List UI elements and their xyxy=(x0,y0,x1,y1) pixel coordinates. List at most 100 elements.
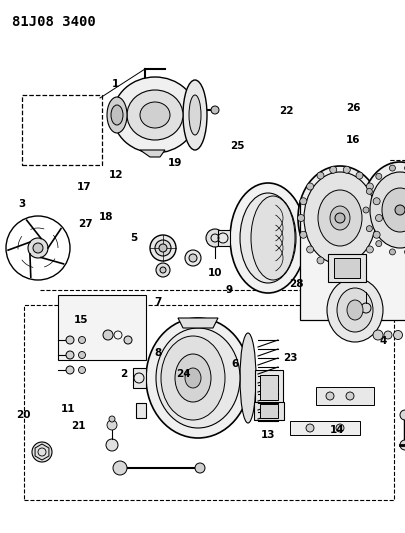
Text: 18: 18 xyxy=(99,213,113,222)
Circle shape xyxy=(194,463,205,473)
Ellipse shape xyxy=(239,193,295,283)
Circle shape xyxy=(355,172,362,179)
Circle shape xyxy=(342,263,350,270)
Ellipse shape xyxy=(361,162,405,258)
Ellipse shape xyxy=(329,206,349,230)
Circle shape xyxy=(107,420,117,430)
Circle shape xyxy=(306,183,313,190)
Circle shape xyxy=(149,235,175,261)
Circle shape xyxy=(106,439,118,451)
Ellipse shape xyxy=(113,77,196,153)
Circle shape xyxy=(403,249,405,255)
Circle shape xyxy=(372,198,379,205)
Text: 24: 24 xyxy=(176,369,190,379)
Circle shape xyxy=(372,330,382,340)
Text: 3: 3 xyxy=(19,199,26,208)
Text: 4: 4 xyxy=(379,336,386,346)
Ellipse shape xyxy=(250,196,294,280)
Ellipse shape xyxy=(175,354,211,402)
Circle shape xyxy=(345,392,353,400)
Circle shape xyxy=(109,416,115,422)
Circle shape xyxy=(329,263,336,270)
Ellipse shape xyxy=(369,172,405,248)
Text: 6: 6 xyxy=(231,359,239,368)
Ellipse shape xyxy=(381,188,405,232)
Circle shape xyxy=(375,214,382,222)
Circle shape xyxy=(388,249,394,255)
Text: 20: 20 xyxy=(16,410,31,419)
Ellipse shape xyxy=(146,318,249,438)
Circle shape xyxy=(365,225,371,232)
Text: 1: 1 xyxy=(112,79,119,89)
Circle shape xyxy=(159,244,166,252)
Circle shape xyxy=(375,240,381,247)
Ellipse shape xyxy=(156,328,239,428)
Text: 9: 9 xyxy=(225,286,232,295)
Circle shape xyxy=(66,336,74,344)
Polygon shape xyxy=(136,403,146,418)
Text: 25: 25 xyxy=(230,141,244,150)
Text: 14: 14 xyxy=(329,425,343,435)
Circle shape xyxy=(375,173,381,180)
Circle shape xyxy=(124,336,132,344)
Polygon shape xyxy=(217,230,230,246)
Text: 81J08 3400: 81J08 3400 xyxy=(12,15,96,29)
Bar xyxy=(333,258,359,278)
Circle shape xyxy=(316,257,323,264)
Text: 5: 5 xyxy=(130,233,137,243)
Bar xyxy=(259,375,277,400)
Circle shape xyxy=(211,106,218,114)
Circle shape xyxy=(342,166,350,173)
Circle shape xyxy=(156,263,170,277)
Bar xyxy=(289,421,359,435)
Polygon shape xyxy=(177,318,217,328)
Circle shape xyxy=(205,229,224,247)
Circle shape xyxy=(365,246,373,253)
Circle shape xyxy=(388,165,394,171)
Text: 19: 19 xyxy=(167,158,181,167)
Circle shape xyxy=(113,461,127,475)
Circle shape xyxy=(305,424,313,432)
Circle shape xyxy=(185,250,200,266)
Ellipse shape xyxy=(336,288,372,332)
Circle shape xyxy=(334,213,344,223)
Text: 12: 12 xyxy=(108,170,123,180)
Circle shape xyxy=(78,351,85,359)
Text: 28: 28 xyxy=(288,279,303,288)
Text: 23: 23 xyxy=(282,353,297,363)
Bar xyxy=(24,305,393,500)
Circle shape xyxy=(28,238,48,258)
Circle shape xyxy=(383,331,391,339)
Text: 27: 27 xyxy=(78,219,92,229)
Ellipse shape xyxy=(111,105,123,125)
Circle shape xyxy=(394,205,404,215)
Circle shape xyxy=(362,207,368,213)
Circle shape xyxy=(103,330,113,340)
Ellipse shape xyxy=(161,336,224,420)
Circle shape xyxy=(325,392,333,400)
Text: 8: 8 xyxy=(154,349,162,358)
Circle shape xyxy=(316,172,323,179)
Ellipse shape xyxy=(303,172,375,264)
Bar xyxy=(299,200,405,320)
Circle shape xyxy=(399,440,405,450)
Text: 21: 21 xyxy=(71,422,85,431)
Ellipse shape xyxy=(140,102,170,128)
Circle shape xyxy=(403,165,405,171)
Ellipse shape xyxy=(230,183,305,293)
Ellipse shape xyxy=(185,368,200,388)
Circle shape xyxy=(335,424,343,432)
Ellipse shape xyxy=(127,90,183,140)
Ellipse shape xyxy=(297,166,381,270)
Circle shape xyxy=(78,336,85,343)
Ellipse shape xyxy=(346,300,362,320)
Circle shape xyxy=(399,410,405,420)
Bar xyxy=(58,295,146,360)
Text: 26: 26 xyxy=(345,103,360,112)
Text: 22: 22 xyxy=(278,106,293,116)
Bar xyxy=(254,370,282,405)
Circle shape xyxy=(299,231,306,238)
Circle shape xyxy=(360,303,370,313)
Text: 11: 11 xyxy=(61,404,75,414)
Circle shape xyxy=(329,166,336,173)
